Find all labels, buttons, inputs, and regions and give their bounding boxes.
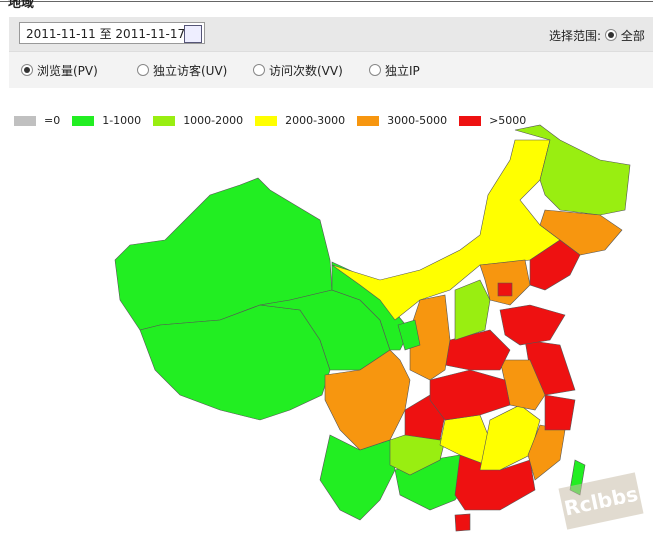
legend-label: 3000-5000 <box>387 114 448 127</box>
range-select: 选择范围: 全部 <box>549 27 645 44</box>
date-sep: 至 <box>99 27 112 41</box>
region[interactable] <box>397 319 421 351</box>
metric-label: 浏览量(PV) <box>37 64 98 78</box>
region[interactable] <box>544 394 576 431</box>
legend-item: 1000-2000 <box>153 114 243 127</box>
legend-item: 1-1000 <box>72 114 141 127</box>
region[interactable] <box>319 434 396 521</box>
section-title: 地域 <box>8 0 35 11</box>
region[interactable] <box>454 279 491 341</box>
legend-label: 1-1000 <box>102 114 142 127</box>
range-label: 选择范围: <box>549 29 602 43</box>
radio[interactable] <box>253 64 265 76</box>
toolbar: 2011-11-11 至 2011-11-17 选择范围: 全部 <box>9 17 653 52</box>
region[interactable] <box>454 454 536 511</box>
radio[interactable] <box>21 64 33 76</box>
legend-item: 2000-3000 <box>255 114 345 127</box>
metric-bar: 浏览量(PV) 独立访客(UV) 访问次数(VV) 独立IP <box>9 52 653 88</box>
legend-label: >5000 <box>489 114 527 127</box>
metric[interactable]: 独立IP <box>369 62 420 79</box>
legend: =0 1-1000 1000-2000 2000-3000 3000-5000 >5000 <box>14 114 538 127</box>
legend-swatch <box>153 115 176 126</box>
region[interactable] <box>539 209 623 256</box>
legend-swatch <box>14 115 36 126</box>
calendar-icon[interactable] <box>184 25 202 43</box>
legend-swatch <box>72 115 95 126</box>
metric[interactable]: 访问次数(VV) <box>253 62 343 79</box>
legend-swatch <box>255 115 278 126</box>
region[interactable] <box>514 124 631 216</box>
radio[interactable] <box>604 29 617 41</box>
region[interactable] <box>429 369 511 421</box>
metric-label: 访问次数(VV) <box>269 64 343 78</box>
region[interactable] <box>331 139 561 321</box>
legend-label: 1000-2000 <box>183 114 244 127</box>
legend-label: =0 <box>44 114 61 127</box>
legend-item: 3000-5000 <box>357 114 447 127</box>
divider <box>0 1 653 2</box>
legend-swatch <box>459 115 482 126</box>
range-option[interactable]: 全部 <box>620 29 645 43</box>
radio[interactable] <box>137 64 149 76</box>
region[interactable] <box>497 282 513 297</box>
date-end: 2011-11-17 <box>115 27 186 41</box>
date-range[interactable]: 2011-11-11 至 2011-11-17 <box>19 22 205 44</box>
metric[interactable]: 独立访客(UV) <box>137 62 227 79</box>
date-start: 2011-11-11 <box>26 27 96 41</box>
radio[interactable] <box>369 64 381 76</box>
metric-label: 独立IP <box>385 64 420 78</box>
region[interactable] <box>454 513 471 532</box>
region[interactable] <box>499 304 566 346</box>
legend-label: 2000-3000 <box>285 114 346 127</box>
legend-item: =0 <box>14 114 60 127</box>
region[interactable] <box>479 259 531 306</box>
metric[interactable]: 浏览量(PV) <box>21 62 98 79</box>
metric-label: 独立访客(UV) <box>153 64 228 78</box>
legend-item: >5000 <box>459 114 526 127</box>
legend-swatch <box>357 115 380 126</box>
